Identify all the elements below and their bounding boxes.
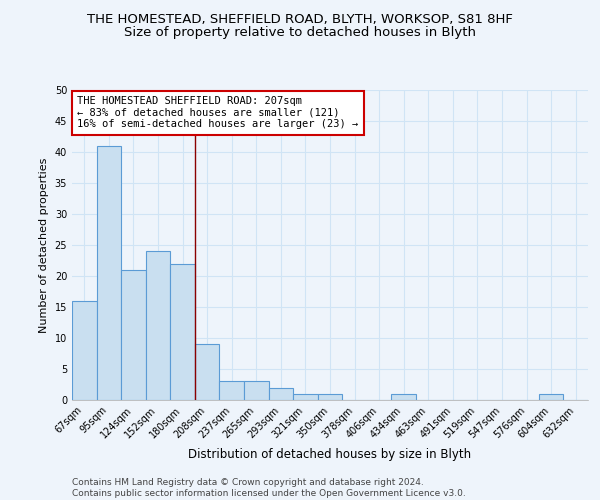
- Bar: [244, 382, 269, 400]
- Y-axis label: Number of detached properties: Number of detached properties: [39, 158, 49, 332]
- Text: Contains HM Land Registry data © Crown copyright and database right 2024.
Contai: Contains HM Land Registry data © Crown c…: [72, 478, 466, 498]
- Text: THE HOMESTEAD SHEFFIELD ROAD: 207sqm
← 83% of detached houses are smaller (121)
: THE HOMESTEAD SHEFFIELD ROAD: 207sqm ← 8…: [77, 96, 358, 130]
- Bar: [121, 270, 146, 400]
- Bar: [170, 264, 195, 400]
- Bar: [220, 382, 244, 400]
- Bar: [293, 394, 318, 400]
- Bar: [318, 394, 342, 400]
- Text: Size of property relative to detached houses in Blyth: Size of property relative to detached ho…: [124, 26, 476, 39]
- Text: THE HOMESTEAD, SHEFFIELD ROAD, BLYTH, WORKSOP, S81 8HF: THE HOMESTEAD, SHEFFIELD ROAD, BLYTH, WO…: [87, 12, 513, 26]
- X-axis label: Distribution of detached houses by size in Blyth: Distribution of detached houses by size …: [188, 448, 472, 461]
- Bar: [269, 388, 293, 400]
- Bar: [97, 146, 121, 400]
- Bar: [539, 394, 563, 400]
- Bar: [195, 344, 220, 400]
- Bar: [72, 301, 97, 400]
- Bar: [391, 394, 416, 400]
- Bar: [146, 251, 170, 400]
